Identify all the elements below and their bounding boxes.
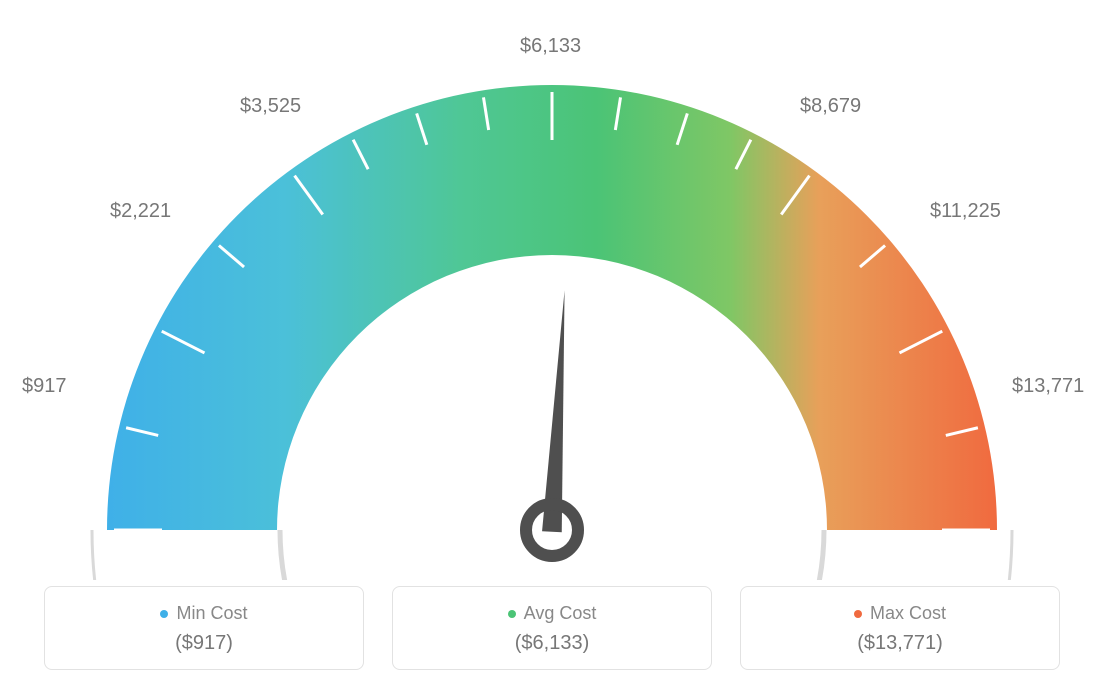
legend-label-avg-text: Avg Cost (524, 603, 597, 624)
gauge-area: $917 $2,221 $3,525 $6,133 $8,679 $11,225 $13,7… (0, 20, 1104, 580)
legend-label-avg: Avg Cost (508, 603, 597, 624)
legend-dot-avg (508, 610, 516, 618)
legend-row: Min Cost ($917) Avg Cost ($6,133) Max Co… (0, 586, 1104, 670)
legend-card-avg: Avg Cost ($6,133) (392, 586, 712, 670)
gauge-svg (0, 20, 1104, 580)
legend-label-max-text: Max Cost (870, 603, 946, 624)
gauge-tick-label: $13,771 (1012, 375, 1084, 398)
legend-card-max: Max Cost ($13,771) (740, 586, 1060, 670)
legend-dot-min (160, 610, 168, 618)
gauge-tick-label: $2,221 (110, 200, 171, 223)
legend-label-min: Min Cost (160, 603, 247, 624)
legend-value-max: ($13,771) (753, 632, 1047, 655)
gauge-needle (542, 290, 564, 532)
gauge-tick-label: $11,225 (930, 200, 1001, 223)
gauge-tick-label: $8,679 (800, 95, 861, 118)
gauge-tick-label: $6,133 (520, 35, 581, 58)
legend-label-max: Max Cost (854, 603, 946, 624)
gauge-chart-container: $917 $2,221 $3,525 $6,133 $8,679 $11,225 $13,7… (0, 0, 1104, 690)
legend-dot-max (854, 610, 862, 618)
legend-value-min: ($917) (57, 632, 351, 655)
gauge-tick-label: $3,525 (240, 95, 301, 118)
legend-card-min: Min Cost ($917) (44, 586, 364, 670)
legend-label-min-text: Min Cost (176, 603, 247, 624)
legend-value-avg: ($6,133) (405, 632, 699, 655)
gauge-tick-label: $917 (22, 375, 92, 398)
